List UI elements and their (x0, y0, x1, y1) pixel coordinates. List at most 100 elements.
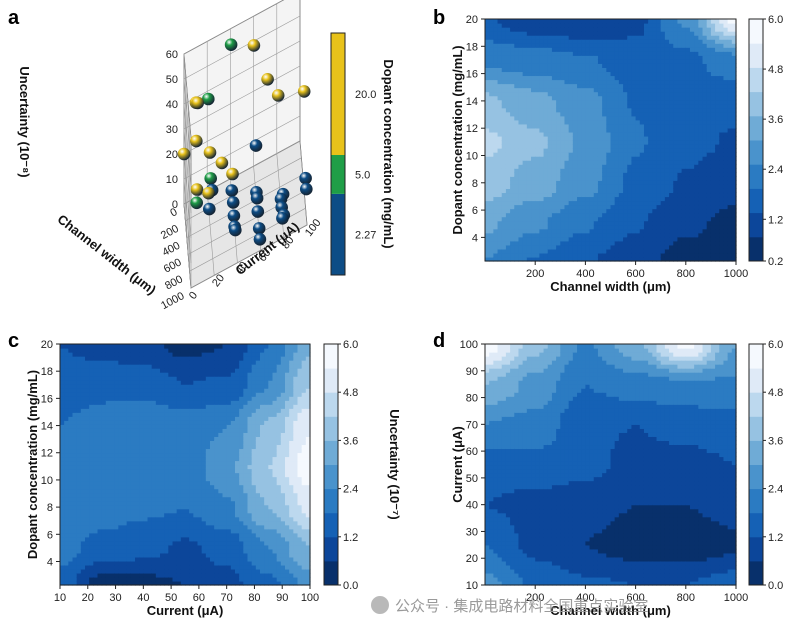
contour-cell (539, 39, 545, 44)
contour-cell (126, 452, 132, 458)
contour-cell (715, 172, 720, 177)
contour-cell (110, 568, 115, 574)
contour-cell (130, 552, 136, 558)
contour-cell (526, 156, 532, 161)
contour-cell (80, 468, 86, 474)
contour-cell (694, 216, 699, 222)
contour-cell (60, 400, 65, 405)
contour-cell (689, 156, 695, 161)
contour-cell (618, 212, 624, 218)
contour-cell (689, 91, 695, 97)
contour-cell (105, 568, 111, 574)
contour-cell (139, 412, 144, 417)
contour-cell (522, 39, 528, 44)
contour-cell (589, 111, 595, 117)
contour-cell (118, 384, 124, 389)
contour-cell (505, 144, 511, 149)
contour-cell (681, 59, 687, 64)
contour-cell (510, 252, 515, 258)
contour-cell (139, 472, 144, 478)
contour-cell (122, 492, 128, 498)
contour-cell (101, 504, 107, 510)
contour-cell (694, 131, 699, 137)
contour-cell (543, 212, 549, 218)
contour-cell (547, 75, 553, 81)
contour-cell (497, 107, 503, 113)
contour-cell (501, 43, 507, 48)
contour-cell (673, 180, 679, 185)
contour-cell (489, 248, 494, 254)
contour-cell (677, 256, 683, 262)
contour-cell (60, 472, 65, 478)
contour-cell (623, 115, 628, 121)
contour-cell (702, 224, 708, 230)
contour-cell (589, 43, 595, 48)
contour-cell (126, 508, 132, 514)
contour-cell (501, 216, 507, 222)
contour-cell (510, 256, 515, 262)
contour-cell (610, 123, 616, 129)
contour-cell (510, 184, 515, 189)
contour-cell (719, 176, 725, 181)
contour-cell (535, 111, 540, 117)
contour-cell (610, 87, 616, 93)
contour-cell (706, 95, 712, 101)
contour-cell (543, 240, 549, 246)
contour-cell (539, 111, 545, 117)
contour-cell (522, 168, 528, 173)
contour-cell (130, 364, 136, 369)
contour-cell (572, 39, 578, 44)
contour-cell (505, 103, 511, 109)
contour-cell (518, 131, 524, 137)
contour-cell (101, 528, 107, 534)
contour-cell (648, 19, 653, 24)
contour-cell (551, 95, 557, 101)
contour-cell (493, 35, 499, 40)
contour-cell (639, 63, 645, 68)
contour-cell (105, 404, 111, 409)
contour-cell (593, 63, 599, 68)
contour-cell (105, 580, 111, 586)
contour-cell (710, 123, 716, 129)
contour-cell (118, 380, 124, 385)
contour-cell (531, 216, 536, 222)
contour-cell (610, 176, 616, 181)
x-tick-label: 400 (160, 240, 182, 259)
contour-cell (122, 508, 128, 514)
contour-cell (627, 196, 633, 202)
contour-cell (681, 35, 687, 40)
contour-cell (489, 240, 494, 246)
contour-cell (526, 131, 532, 137)
contour-cell (723, 83, 729, 89)
contour-cell (531, 95, 536, 101)
contour-cell (522, 127, 528, 133)
contour-cell (526, 95, 532, 101)
contour-cell (706, 75, 712, 81)
contour-cell (85, 512, 90, 518)
contour-cell (568, 27, 574, 32)
contour-cell (635, 204, 641, 210)
contour-cell (564, 156, 570, 161)
contour-cell (606, 23, 612, 28)
contour-cell (64, 564, 69, 570)
contour-cell (715, 95, 720, 101)
contour-cell (648, 144, 653, 149)
contour-cell (710, 172, 716, 177)
contour-cell (664, 188, 670, 194)
contour-cell (643, 216, 649, 222)
contour-cell (614, 67, 620, 73)
contour-cell (551, 188, 557, 194)
contour-cell (514, 152, 520, 157)
contour-cell (656, 47, 662, 52)
contour-cell (602, 144, 607, 149)
x-tick-label: 200 (159, 223, 181, 242)
contour-cell (631, 248, 637, 254)
contour-cell (514, 51, 520, 56)
contour-cell (518, 248, 524, 254)
contour-cell (652, 236, 658, 242)
contour-cell (122, 468, 128, 474)
contour-cell (535, 63, 540, 68)
gridline (183, 103, 192, 189)
contour-cell (681, 111, 687, 117)
contour-cell (702, 19, 708, 24)
